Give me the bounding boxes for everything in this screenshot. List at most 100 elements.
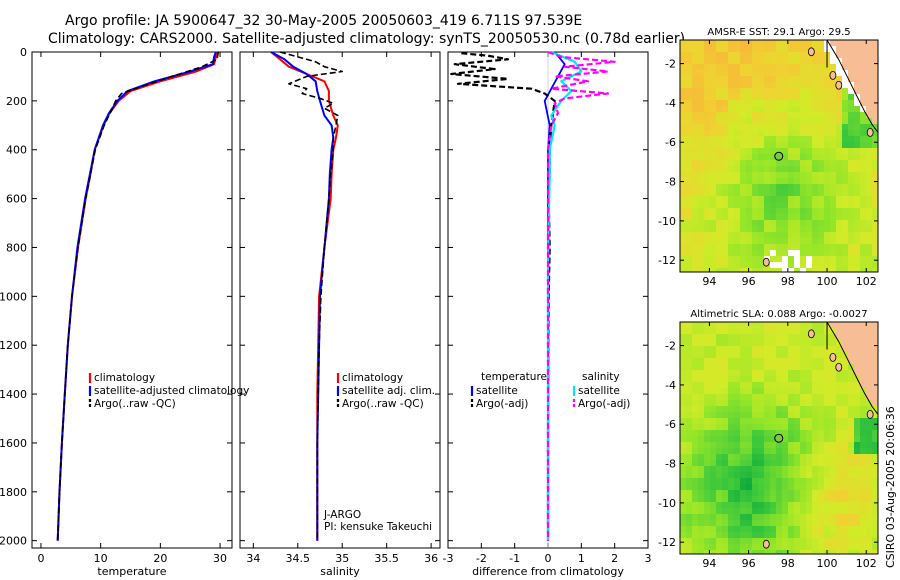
map-cell bbox=[722, 340, 728, 346]
map-cell bbox=[710, 52, 716, 58]
map-cell bbox=[872, 136, 878, 142]
map-cell bbox=[722, 334, 728, 340]
map-cell bbox=[728, 358, 734, 364]
x-tick-label: 96 bbox=[742, 275, 756, 288]
map-cell bbox=[722, 40, 728, 46]
map-cell bbox=[812, 412, 818, 418]
map-cell bbox=[794, 406, 800, 412]
map-cell bbox=[680, 334, 686, 340]
map-cell bbox=[752, 106, 758, 112]
map-cell bbox=[842, 106, 848, 112]
map-cell bbox=[776, 454, 782, 460]
map-cell bbox=[788, 154, 794, 160]
map-cell bbox=[758, 514, 764, 520]
map-cell bbox=[824, 166, 830, 172]
map-cell bbox=[764, 58, 770, 64]
map-cell bbox=[860, 244, 866, 250]
map-cell bbox=[722, 112, 728, 118]
map-cell bbox=[722, 430, 728, 436]
map-cell bbox=[758, 106, 764, 112]
map-cell bbox=[788, 76, 794, 82]
map-cell bbox=[686, 514, 692, 520]
map-cell bbox=[764, 202, 770, 208]
map-cell bbox=[770, 376, 776, 382]
map-cell bbox=[782, 526, 788, 532]
map-cell bbox=[740, 424, 746, 430]
map-cell bbox=[728, 178, 734, 184]
map-cell bbox=[704, 94, 710, 100]
map-cell bbox=[848, 508, 854, 514]
map-cell bbox=[818, 490, 824, 496]
map-cell bbox=[812, 472, 818, 478]
map-cell bbox=[764, 466, 770, 472]
map-cell bbox=[752, 142, 758, 148]
map-cell bbox=[848, 52, 854, 58]
map-cell bbox=[860, 514, 866, 520]
map-cell bbox=[842, 478, 848, 484]
map-cell bbox=[824, 226, 830, 232]
map-cell bbox=[854, 268, 860, 272]
map-cell bbox=[860, 346, 866, 352]
map-cell bbox=[746, 244, 752, 250]
x-tick-label: 30 bbox=[213, 552, 227, 565]
map-cell bbox=[686, 250, 692, 256]
map-cell bbox=[824, 136, 830, 142]
map-cell bbox=[824, 472, 830, 478]
map-cell bbox=[716, 136, 722, 142]
map-cell bbox=[752, 154, 758, 160]
map-cell bbox=[692, 184, 698, 190]
map-cell bbox=[704, 238, 710, 244]
map-cell bbox=[752, 394, 758, 400]
map-cell bbox=[824, 196, 830, 202]
y-tick-label: -4 bbox=[665, 97, 676, 110]
map-cell bbox=[722, 328, 728, 334]
map-cell bbox=[848, 190, 854, 196]
map-cell bbox=[746, 538, 752, 544]
map-cell bbox=[686, 208, 692, 214]
map-cell bbox=[794, 70, 800, 76]
map-cell bbox=[818, 550, 824, 554]
map-cell bbox=[782, 238, 788, 244]
map-cell bbox=[800, 478, 806, 484]
map-cell bbox=[686, 124, 692, 130]
map-cell bbox=[842, 538, 848, 544]
map-cell bbox=[770, 190, 776, 196]
map-cell bbox=[872, 436, 878, 442]
map-cell bbox=[764, 94, 770, 100]
map-cell bbox=[812, 172, 818, 178]
map-cell bbox=[818, 154, 824, 160]
map-cell bbox=[794, 358, 800, 364]
map-cell bbox=[686, 118, 692, 124]
map-cell bbox=[800, 262, 806, 268]
map-cell bbox=[722, 448, 728, 454]
map-cell bbox=[692, 46, 698, 52]
map-cell bbox=[794, 496, 800, 502]
map-cell bbox=[800, 238, 806, 244]
map-cell bbox=[746, 166, 752, 172]
map-cell bbox=[818, 478, 824, 484]
map-cell bbox=[842, 346, 848, 352]
map-cell bbox=[770, 136, 776, 142]
map-cell bbox=[788, 244, 794, 250]
map-cell bbox=[836, 526, 842, 532]
map-cell bbox=[866, 142, 872, 148]
map-cell bbox=[722, 172, 728, 178]
map-cell bbox=[836, 388, 842, 394]
map-cell bbox=[734, 502, 740, 508]
map-cell bbox=[710, 358, 716, 364]
map-cell bbox=[830, 220, 836, 226]
map-cell bbox=[698, 412, 704, 418]
map-cell bbox=[710, 508, 716, 514]
map-cell bbox=[836, 346, 842, 352]
map-cell bbox=[776, 514, 782, 520]
map-cell bbox=[746, 442, 752, 448]
map-cell bbox=[794, 544, 800, 550]
map-cell bbox=[788, 520, 794, 526]
island-marker bbox=[807, 329, 815, 339]
map-cell bbox=[836, 460, 842, 466]
map-cell bbox=[830, 94, 836, 100]
map-cell bbox=[692, 328, 698, 334]
map-cell bbox=[728, 40, 734, 46]
map-cell bbox=[698, 70, 704, 76]
map-cell bbox=[758, 400, 764, 406]
